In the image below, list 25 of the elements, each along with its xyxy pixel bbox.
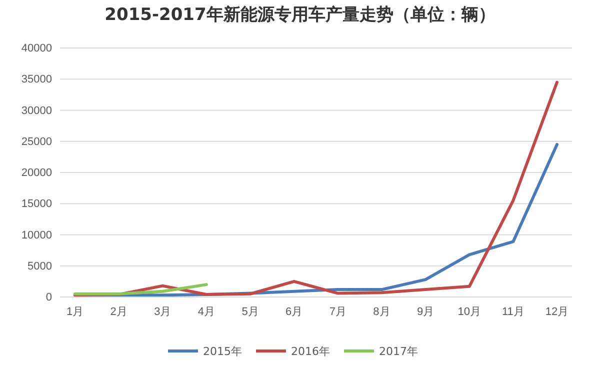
legend-label: 2015年 [203,345,242,358]
x-tick-label: 8月 [373,306,390,318]
chart-title: 2015-2017年新能源专用车产量走势（单位：辆） [104,5,496,25]
y-tick-label: 0 [46,292,52,304]
y-tick-label: 30000 [21,104,52,117]
y-tick-label: 35000 [21,74,52,86]
y-tick-label: 20000 [21,167,52,180]
y-tick-label: 5000 [28,260,52,272]
legend-label: 2016年 [291,345,330,358]
y-tick-label: 40000 [21,42,52,55]
x-tick-label: 6月 [286,306,303,318]
x-tick-label: 10月 [458,306,481,318]
x-tick-label: 11月 [502,306,524,318]
x-tick-label: 7月 [329,306,346,318]
x-tick-label: 2月 [110,306,128,318]
y-tick-label: 15000 [21,198,52,210]
y-tick-label: 10000 [21,229,52,242]
x-tick-label: 1月 [66,306,84,318]
x-tick-label: 3月 [154,306,172,318]
x-tick-label: 12月 [545,306,569,318]
legend-label: 2017年 [379,345,418,358]
x-tick-label: 9月 [416,306,434,318]
y-tick-label: 25000 [21,136,52,148]
x-tick-label: 5月 [242,306,259,318]
x-tick-label: 4月 [198,306,216,318]
